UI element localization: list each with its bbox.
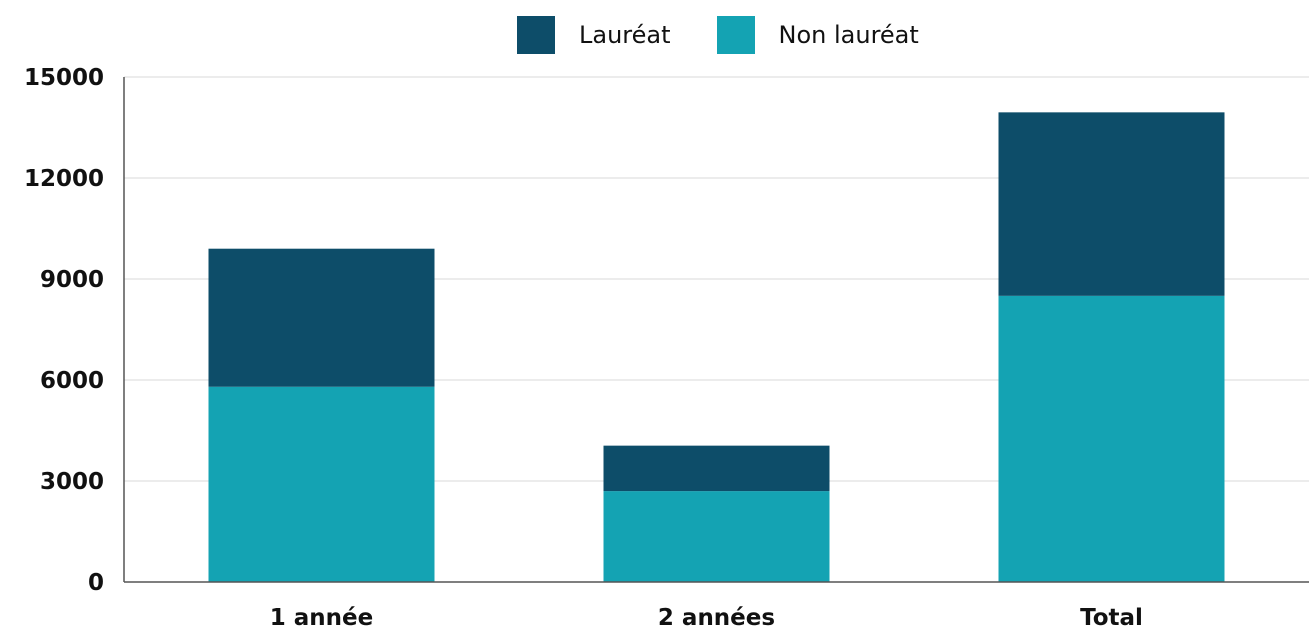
x-tick-label: Total — [1080, 605, 1143, 627]
bar-laur-at-3 — [998, 112, 1225, 296]
legend-label-laureat: Lauréat — [579, 21, 671, 49]
bar-non-laur-at-1 — [208, 386, 435, 582]
y-tick-label: 9000 — [40, 267, 104, 293]
legend-item-laureat: Lauréat — [517, 16, 671, 54]
y-tick-label: 3000 — [40, 469, 104, 495]
bar-laur-at-2 — [603, 445, 830, 492]
bar-non-laur-at-2 — [603, 491, 830, 582]
y-tick-label: 0 — [88, 570, 104, 596]
legend-swatch-laureat — [517, 16, 555, 54]
bar-laur-at-1 — [208, 248, 435, 387]
x-tick-label: 2 années — [658, 605, 775, 627]
bar-non-laur-at-3 — [998, 295, 1225, 582]
y-tick-label: 12000 — [24, 166, 104, 192]
x-tick-label: 1 année — [270, 605, 373, 627]
legend-label-non-laureat: Non lauréat — [778, 21, 919, 49]
y-tick-label: 6000 — [40, 368, 104, 394]
y-tick-label: 15000 — [24, 65, 104, 91]
chart-legend: Lauréat Non lauréat — [517, 15, 965, 55]
legend-item-non-laureat: Non lauréat — [716, 16, 919, 54]
legend-swatch-non-laureat — [716, 16, 755, 54]
